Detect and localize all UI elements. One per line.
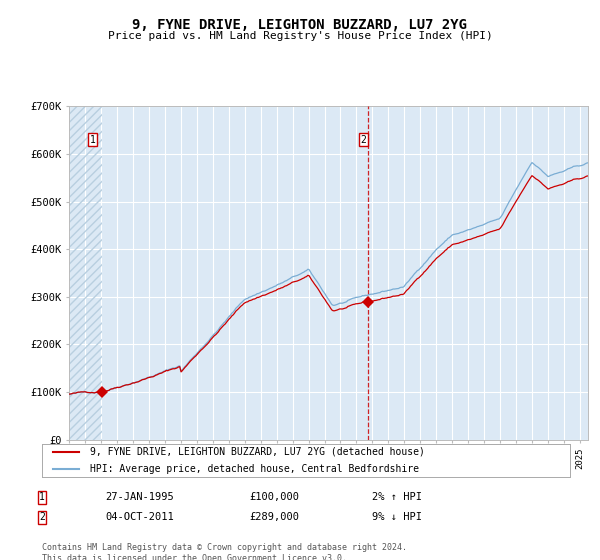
Text: 9, FYNE DRIVE, LEIGHTON BUZZARD, LU7 2YG (detached house): 9, FYNE DRIVE, LEIGHTON BUZZARD, LU7 2YG… [89, 447, 424, 457]
Text: 2% ↑ HPI: 2% ↑ HPI [372, 492, 422, 502]
Text: 1: 1 [89, 135, 95, 144]
Text: £289,000: £289,000 [249, 512, 299, 522]
Bar [69, 106, 102, 440]
Text: 9% ↓ HPI: 9% ↓ HPI [372, 512, 422, 522]
Text: HPI: Average price, detached house, Central Bedfordshire: HPI: Average price, detached house, Cent… [89, 464, 419, 474]
Text: 27-JAN-1995: 27-JAN-1995 [105, 492, 174, 502]
Text: Contains HM Land Registry data © Crown copyright and database right 2024.
This d: Contains HM Land Registry data © Crown c… [42, 543, 407, 560]
Text: 9, FYNE DRIVE, LEIGHTON BUZZARD, LU7 2YG: 9, FYNE DRIVE, LEIGHTON BUZZARD, LU7 2YG [133, 18, 467, 32]
Text: Price paid vs. HM Land Registry's House Price Index (HPI): Price paid vs. HM Land Registry's House … [107, 31, 493, 41]
Text: 2: 2 [361, 135, 367, 144]
Text: 2: 2 [39, 512, 45, 522]
Text: 1: 1 [39, 492, 45, 502]
Text: 04-OCT-2011: 04-OCT-2011 [105, 512, 174, 522]
Text: £100,000: £100,000 [249, 492, 299, 502]
